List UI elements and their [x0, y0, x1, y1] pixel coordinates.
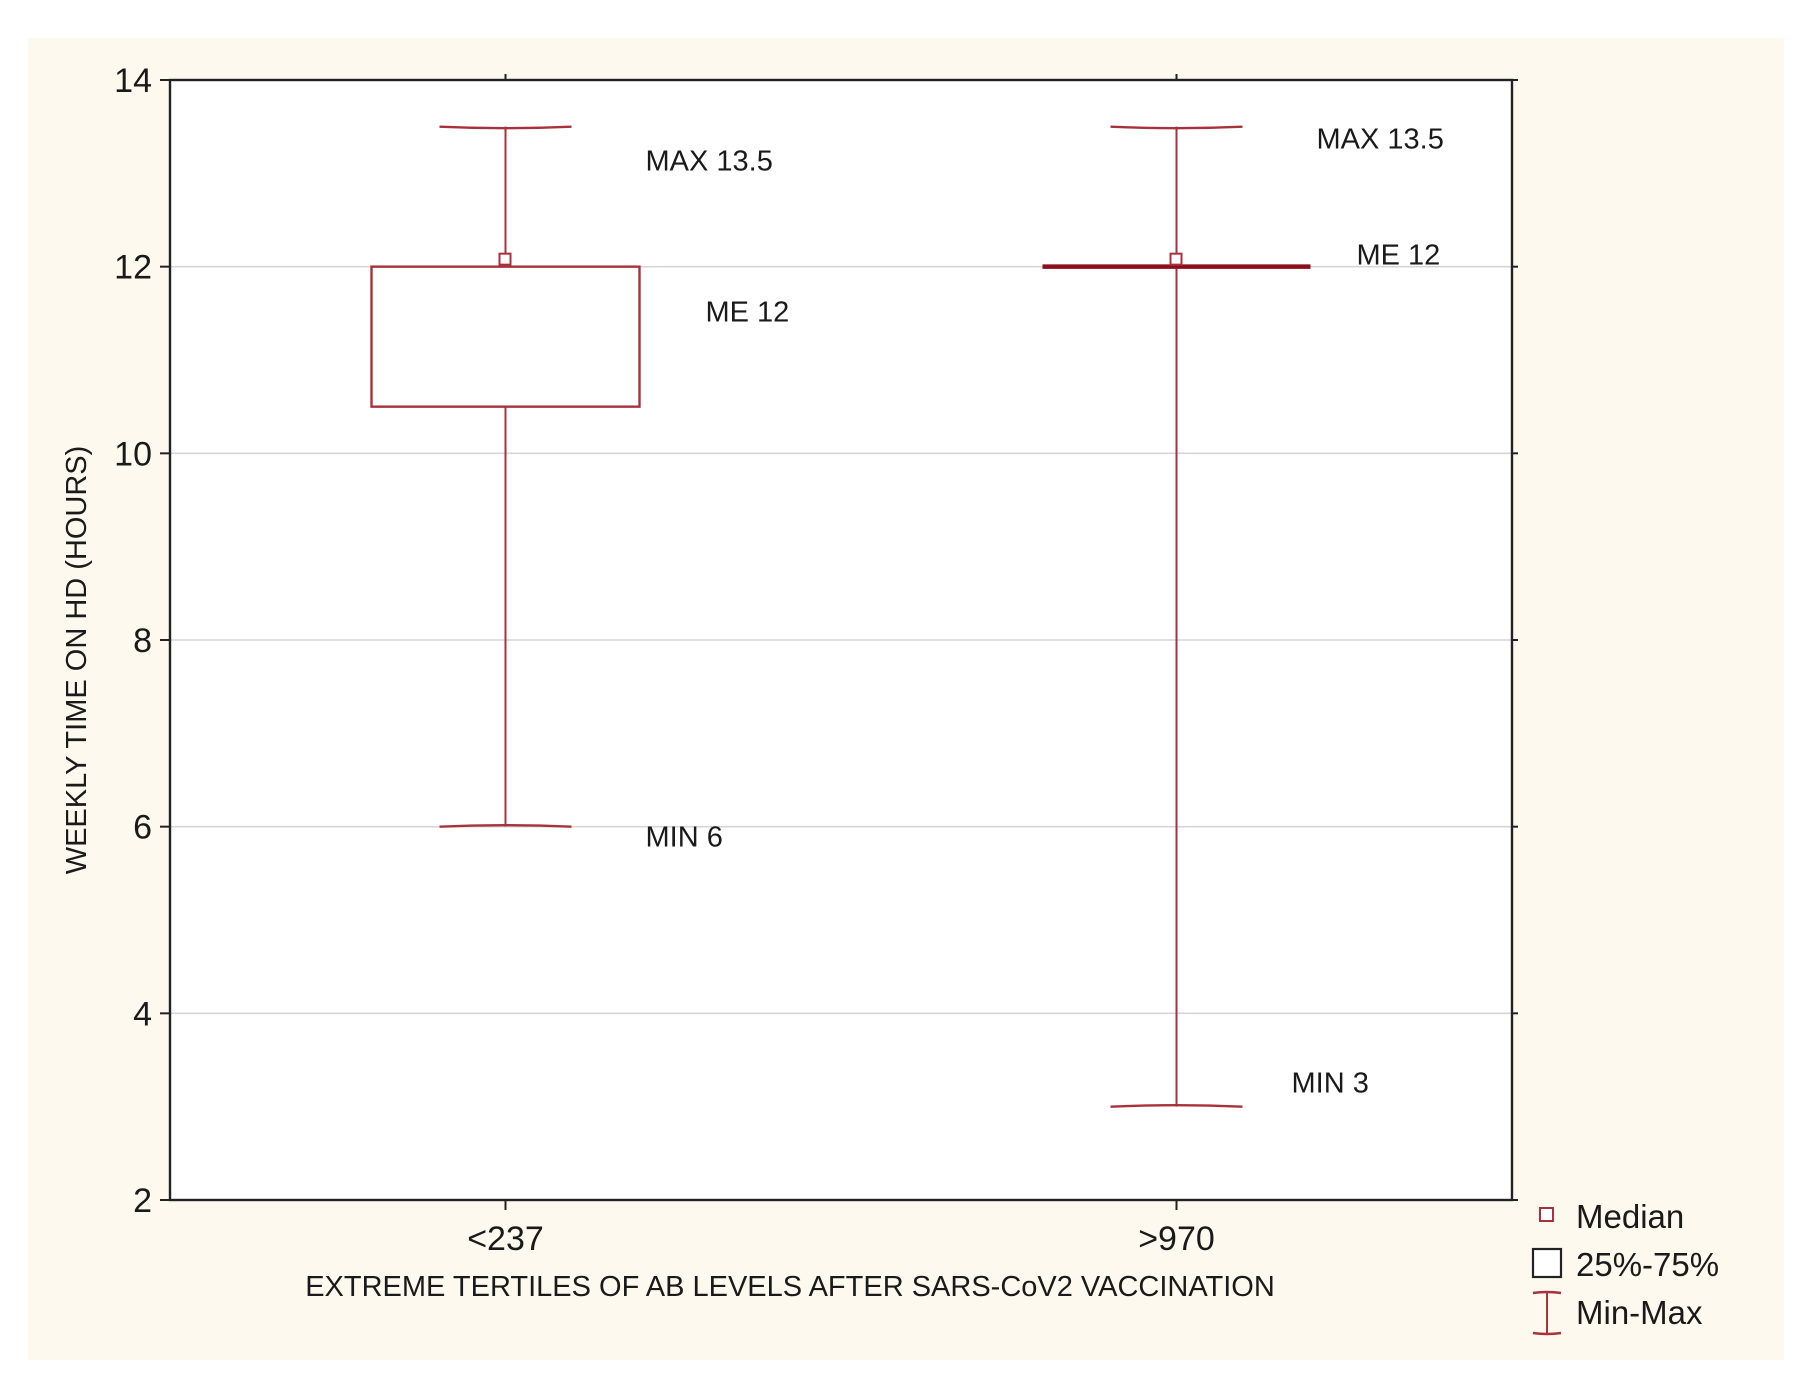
- median-annotation: ME 12: [706, 297, 790, 329]
- min-cap: [1110, 1103, 1243, 1108]
- y-tick-label: 6: [133, 809, 152, 847]
- y-axis-title: WEEKLY TIME ON HD (HOURS): [61, 446, 93, 875]
- median-marker: [1169, 252, 1183, 266]
- y-tick-label: 10: [114, 435, 152, 473]
- box-group: [1042, 125, 1311, 1108]
- legend-whisker-icon: [1532, 1290, 1562, 1336]
- median-annotation: ME 12: [1357, 240, 1441, 272]
- max-annotation: MAX 13.5: [646, 146, 773, 178]
- min-annotation: MIN 6: [646, 822, 723, 854]
- x-tick-label: >970: [1138, 1220, 1215, 1258]
- legend-label-iqr: 25%-75%: [1576, 1246, 1719, 1283]
- legend-label-median: Median: [1576, 1198, 1684, 1235]
- x-axis-title: EXTREME TERTILES OF AB LEVELS AFTER SARS…: [305, 1271, 1275, 1303]
- box-group: [370, 125, 641, 828]
- max-cap: [439, 125, 572, 130]
- annotation-layer: MAX 13.5 ME 12 MIN 6 MAX 13.5 ME 12 MIN 3: [646, 124, 1444, 1100]
- max-cap: [1110, 125, 1243, 130]
- max-annotation: MAX 13.5: [1317, 124, 1444, 156]
- legend-median-marker: [1539, 1207, 1554, 1222]
- min-annotation: MIN 3: [1292, 1068, 1369, 1100]
- y-tick-label: 4: [133, 995, 152, 1033]
- median-marker: [498, 252, 512, 266]
- x-tick-label: <237: [467, 1220, 544, 1258]
- y-tick-label: 12: [114, 249, 152, 287]
- y-tick-label: 14: [114, 62, 152, 100]
- min-cap: [439, 823, 572, 828]
- axis-layer: 2 4 6 8 10 12 14 <237 >970: [114, 62, 1518, 1258]
- legend-label-minmax: Min-Max: [1576, 1294, 1703, 1331]
- legend: Median 25%-75% Min-Max: [1531, 1198, 1719, 1336]
- box-layer: [370, 125, 1311, 1108]
- legend-iqr-box: [1531, 1247, 1563, 1279]
- iqr-box: [370, 265, 641, 408]
- y-tick-label: 2: [133, 1182, 152, 1220]
- y-tick-label: 8: [133, 622, 152, 660]
